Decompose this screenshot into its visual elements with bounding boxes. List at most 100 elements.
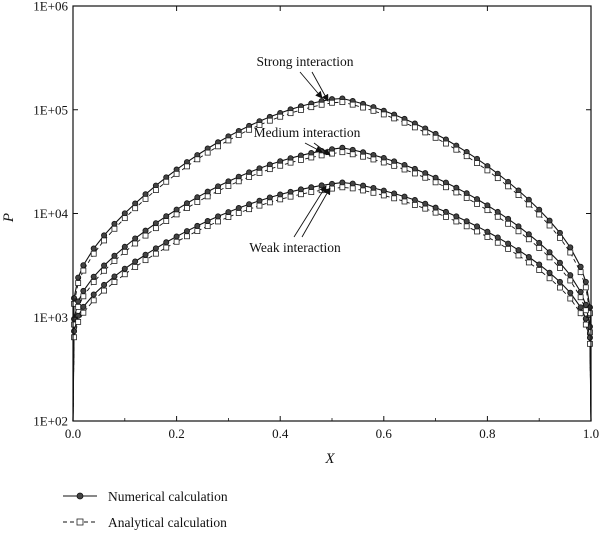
data-point-numerical [515, 247, 522, 254]
data-point-numerical [163, 239, 170, 246]
data-point-numerical [556, 229, 563, 236]
data-point-analytical [225, 214, 232, 220]
data-point-numerical [121, 265, 128, 272]
series-line-numerical-2 [72, 181, 592, 422]
data-point-analytical [422, 129, 429, 136]
data-point-analytical [298, 107, 304, 113]
data-point-numerical [339, 179, 346, 186]
data-point-analytical [339, 149, 346, 156]
data-point-numerical [582, 278, 589, 285]
data-point-numerical [536, 261, 543, 268]
data-point-analytical [339, 99, 346, 106]
data-point-numerical [163, 213, 170, 220]
plot-area [71, 95, 593, 422]
data-point-analytical [557, 265, 563, 271]
data-point-numerical [194, 222, 201, 229]
data-point-analytical [567, 277, 574, 284]
data-point-numerical [183, 200, 190, 207]
data-point-analytical [567, 295, 574, 302]
data-point-analytical [80, 309, 87, 316]
data-point-analytical [391, 162, 398, 169]
data-point-numerical [80, 287, 87, 294]
data-point-analytical [329, 150, 335, 157]
data-point-analytical [422, 174, 429, 181]
legend-marker-circle [76, 492, 84, 500]
x-tick-label: 1.0 [583, 426, 599, 441]
data-point-numerical [132, 235, 139, 242]
data-point-analytical [443, 214, 449, 220]
data-point-analytical [546, 275, 553, 282]
data-point-analytical [463, 195, 470, 201]
data-point-analytical [494, 239, 501, 246]
data-point-analytical [577, 294, 584, 301]
data-point-analytical [391, 115, 398, 122]
data-point-numerical [546, 217, 553, 224]
data-point-analytical [515, 228, 522, 235]
data-point-analytical [142, 232, 149, 239]
data-point-analytical [142, 196, 149, 202]
data-point-analytical [546, 254, 553, 261]
data-point-analytical [194, 228, 201, 234]
data-point-analytical [484, 234, 491, 240]
data-point-analytical [577, 310, 584, 317]
data-point-analytical [80, 293, 87, 300]
data-point-analytical [121, 215, 128, 222]
data-point-analytical [101, 237, 107, 244]
annotation-weak-interaction: Weak interaction [249, 240, 341, 255]
data-point-analytical [256, 122, 263, 128]
data-point-analytical [235, 210, 242, 216]
data-point-analytical [494, 213, 501, 220]
data-point-analytical [80, 267, 87, 274]
data-point-numerical [567, 272, 574, 279]
data-point-analytical [494, 175, 501, 182]
data-point-analytical [142, 257, 149, 264]
data-point-analytical [173, 211, 180, 218]
data-point-numerical [225, 209, 232, 216]
data-point-numerical [536, 206, 543, 213]
annotation-strong-interaction: Strong interaction [256, 54, 353, 69]
data-point-analytical [215, 143, 221, 150]
data-point-numerical [474, 196, 481, 203]
data-point-analytical [443, 184, 449, 191]
data-point-numerical [266, 194, 273, 201]
data-point-analytical [318, 152, 325, 159]
data-point-numerical [556, 259, 563, 266]
data-point-analytical [111, 258, 118, 264]
data-point-analytical [432, 179, 439, 186]
data-point-analytical [204, 223, 211, 230]
data-point-numerical [173, 206, 180, 213]
data-point-analytical [184, 233, 190, 240]
data-point-analytical [349, 101, 356, 108]
data-point-numerical [556, 278, 563, 285]
data-point-analytical [582, 307, 589, 314]
legend-label-1: Analytical calculation [108, 515, 227, 530]
annotation-arrow [313, 142, 331, 156]
annotation-arrow [293, 185, 327, 238]
data-point-analytical [132, 240, 139, 247]
data-point-numerical [90, 245, 97, 252]
data-point-analytical [308, 154, 315, 161]
data-point-numerical [152, 245, 159, 252]
data-point-analytical [453, 146, 460, 153]
data-point-numerical [183, 228, 190, 235]
data-point-analytical [536, 245, 543, 251]
data-point-analytical [432, 134, 439, 141]
data-point-numerical [567, 289, 574, 296]
data-point-numerical [142, 251, 149, 258]
data-point-analytical [474, 228, 480, 235]
data-point-analytical [90, 279, 97, 285]
data-point-analytical [298, 157, 304, 163]
data-point-analytical [484, 167, 491, 174]
data-point-analytical [453, 218, 460, 225]
annotation-arrow [299, 71, 323, 99]
data-point-analytical [204, 193, 211, 200]
data-point-numerical [194, 194, 201, 201]
data-point-analytical [318, 101, 325, 108]
data-point-analytical [152, 187, 159, 193]
data-point-analytical [152, 250, 159, 257]
data-point-analytical [546, 222, 553, 229]
data-point-numerical [432, 204, 439, 211]
data-point-analytical [287, 110, 294, 117]
data-point-numerical [121, 243, 128, 250]
data-point-analytical [194, 199, 201, 205]
